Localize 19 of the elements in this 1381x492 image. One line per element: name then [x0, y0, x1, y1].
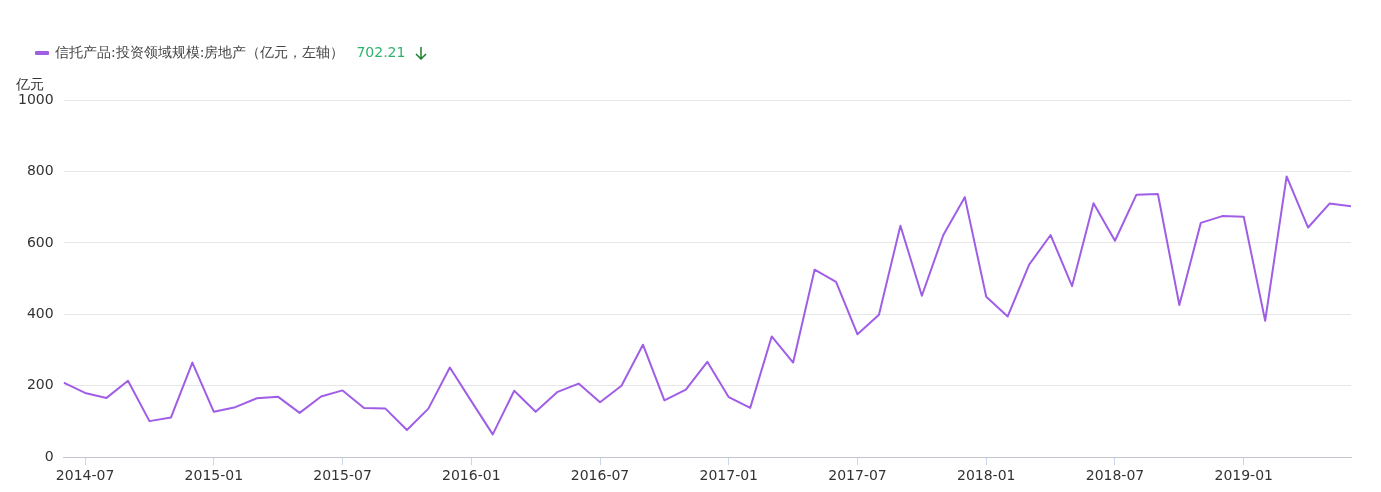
x-tick-label: 2016-01: [442, 467, 501, 484]
x-tick-label: 2015-07: [313, 467, 372, 484]
legend-label: 信托产品:投资领域规模:房地产（亿元，左轴）: [55, 43, 345, 60]
x-tick-label: 2015-01: [184, 467, 244, 484]
y-tick-label: 800: [26, 162, 54, 179]
x-tick-label: 2016-07: [570, 467, 630, 484]
x-tick-label: 2017-01: [699, 467, 759, 484]
x-tick-label: 2018-01: [956, 467, 1016, 484]
y-tick-label: 400: [26, 304, 54, 321]
y-tick-label: 600: [26, 233, 54, 250]
x-tick-label: 2018-07: [1085, 467, 1145, 484]
y-tick-label: 200: [26, 376, 54, 393]
y-axis-title: 亿元: [15, 75, 44, 92]
x-tick-label: 2014-07: [55, 467, 115, 484]
text: 702.21: [356, 43, 406, 60]
y-tick-label: 1000: [17, 90, 54, 107]
y-tick-label: 0: [44, 447, 54, 464]
x-tick-label: 2017-07: [828, 467, 887, 484]
x-tick-label: 2019-01: [1214, 467, 1273, 484]
